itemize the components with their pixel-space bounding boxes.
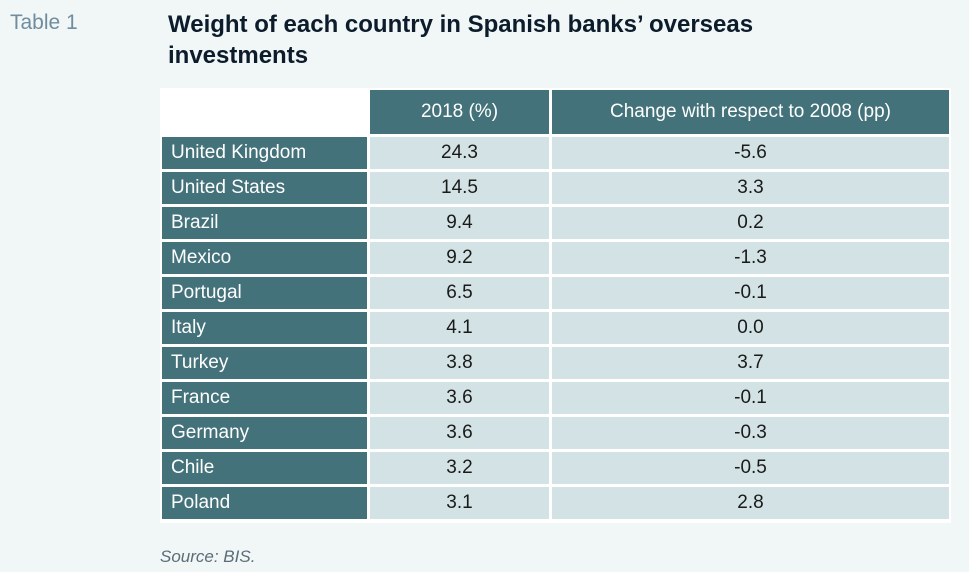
country-cell: France xyxy=(162,382,370,414)
table-row: Brazil 9.4 0.2 xyxy=(162,207,949,239)
value-2018-cell: 9.2 xyxy=(370,242,552,274)
header-2018: 2018 (%) xyxy=(370,90,552,134)
table-row: Portugal 6.5 -0.1 xyxy=(162,277,949,309)
country-cell: Portugal xyxy=(162,277,370,309)
value-2018-cell: 24.3 xyxy=(370,137,552,169)
change-cell: 2.8 xyxy=(552,487,949,519)
country-cell: Italy xyxy=(162,312,370,344)
country-cell: Poland xyxy=(162,487,370,519)
country-cell: United States xyxy=(162,172,370,204)
change-cell: 3.3 xyxy=(552,172,949,204)
country-cell: United Kingdom xyxy=(162,137,370,169)
table-row: Italy 4.1 0.0 xyxy=(162,312,949,344)
change-cell: 0.0 xyxy=(552,312,949,344)
country-cell: Germany xyxy=(162,417,370,449)
table-row: Chile 3.2 -0.5 xyxy=(162,452,949,484)
change-cell: -0.1 xyxy=(552,277,949,309)
change-cell: 0.2 xyxy=(552,207,949,239)
value-2018-cell: 4.1 xyxy=(370,312,552,344)
change-cell: -1.3 xyxy=(552,242,949,274)
source-note: Source: BIS. xyxy=(160,547,256,566)
value-2018-cell: 3.6 xyxy=(370,417,552,449)
change-cell: 3.7 xyxy=(552,347,949,379)
change-cell: -0.5 xyxy=(552,452,949,484)
country-cell: Mexico xyxy=(162,242,370,274)
country-cell: Brazil xyxy=(162,207,370,239)
value-2018-cell: 6.5 xyxy=(370,277,552,309)
value-2018-cell: 14.5 xyxy=(370,172,552,204)
table-row: Turkey 3.8 3.7 xyxy=(162,347,949,379)
change-cell: -0.3 xyxy=(552,417,949,449)
value-2018-cell: 3.2 xyxy=(370,452,552,484)
table-row: Germany 3.6 -0.3 xyxy=(162,417,949,449)
country-cell: Turkey xyxy=(162,347,370,379)
country-cell: Chile xyxy=(162,452,370,484)
table-number: Table 1 xyxy=(10,11,78,34)
value-2018-cell: 3.6 xyxy=(370,382,552,414)
country-weights-table: 2018 (%) Change with respect to 2008 (pp… xyxy=(162,87,949,522)
value-2018-cell: 3.1 xyxy=(370,487,552,519)
table-row: Poland 3.1 2.8 xyxy=(162,487,949,519)
header-row: 2018 (%) Change with respect to 2008 (pp… xyxy=(162,90,949,134)
change-cell: -0.1 xyxy=(552,382,949,414)
table-row: United States 14.5 3.3 xyxy=(162,172,949,204)
table-row: France 3.6 -0.1 xyxy=(162,382,949,414)
header-change: Change with respect to 2008 (pp) xyxy=(552,90,949,134)
data-table: 2018 (%) Change with respect to 2008 (pp… xyxy=(160,88,951,523)
header-country xyxy=(162,90,370,134)
value-2018-cell: 9.4 xyxy=(370,207,552,239)
table-title: Weight of each country in Spanish banks’… xyxy=(168,11,754,69)
table-row: United Kingdom 24.3 -5.6 xyxy=(162,137,949,169)
value-2018-cell: 3.8 xyxy=(370,347,552,379)
table-row: Mexico 9.2 -1.3 xyxy=(162,242,949,274)
change-cell: -5.6 xyxy=(552,137,949,169)
